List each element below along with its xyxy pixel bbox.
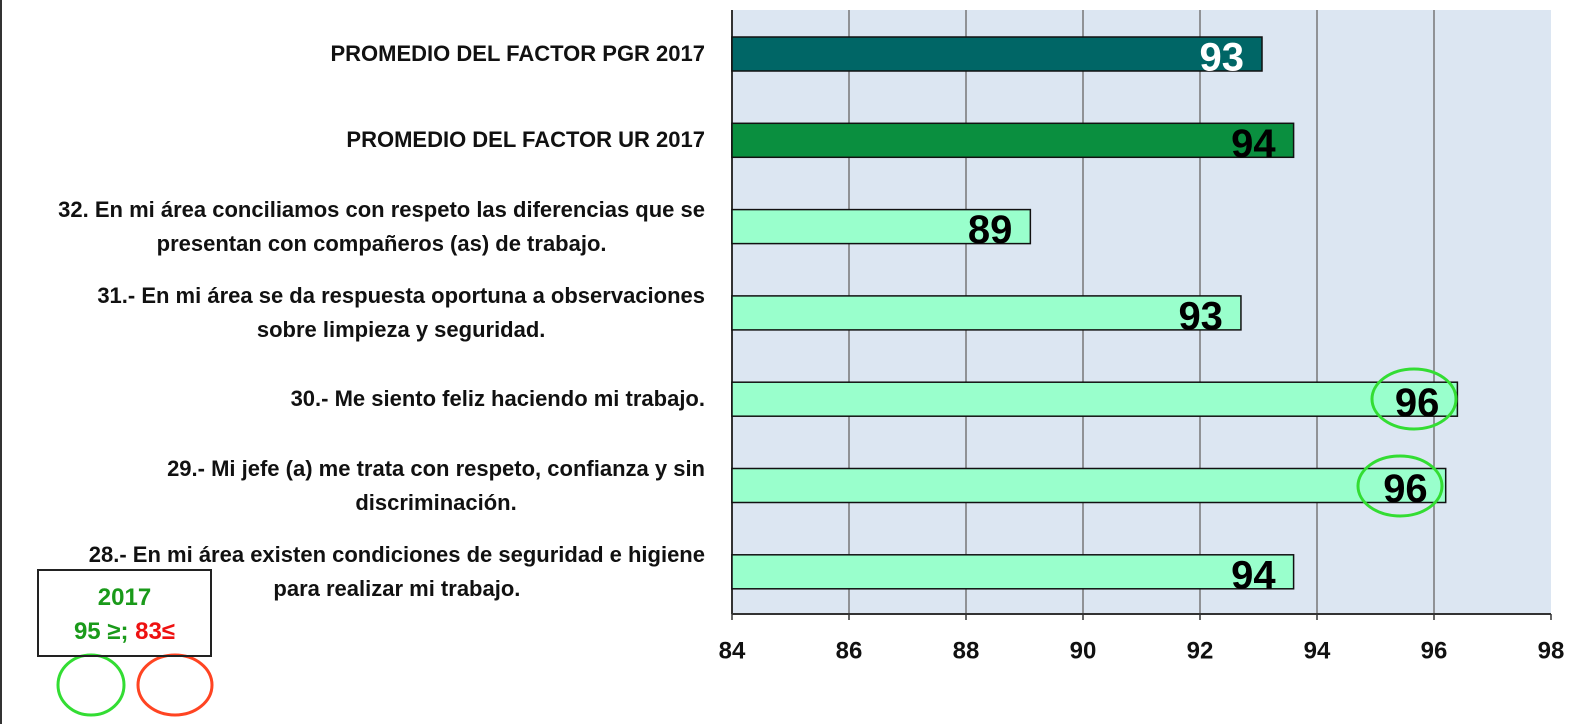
bar [731, 208, 1032, 245]
x-tick-label: 84 [719, 637, 746, 664]
x-tick-label: 86 [836, 637, 863, 664]
category-label: 29.- Mi jefe (a) me trata con respeto, c… [167, 455, 705, 515]
x-tick-label: 92 [1187, 637, 1214, 664]
bar [731, 554, 1295, 590]
legend: 2017 95 ≥; 83≤ [37, 569, 212, 657]
bar [731, 381, 1459, 417]
x-tick-label: 98 [1538, 637, 1565, 664]
bar [731, 467, 1447, 504]
legend-thresholds: 95 ≥; 83≤ [39, 615, 210, 649]
value-label: 94 [1231, 122, 1276, 166]
x-tick-label: 94 [1304, 637, 1331, 664]
category-label: 32. En mi área conciliamos con respeto l… [58, 196, 705, 256]
category-label: 30.- Me siento feliz haciendo mi trabajo… [290, 386, 705, 412]
category-label: 31.- En mi área se da respuesta oportuna… [97, 282, 705, 342]
x-tick-label: 90 [1070, 637, 1097, 664]
category-label: PROMEDIO DEL FACTOR PGR 2017 [330, 41, 706, 66]
highlight-circle [1370, 367, 1458, 431]
legend-year: 2017 [97, 584, 152, 611]
category-label: PROMEDIO DEL FACTOR UR 2017 [346, 127, 705, 153]
value-label: 93 [1200, 36, 1245, 80]
x-tick-label: 88 [953, 637, 980, 664]
bar [731, 36, 1263, 72]
legend-high: 95 ≥; [73, 618, 129, 645]
value-label: 96 [1383, 467, 1428, 511]
bar [731, 122, 1295, 159]
x-tick-label: 96 [1421, 637, 1448, 664]
value-label: 94 [1231, 553, 1276, 597]
green-marker [56, 653, 126, 717]
value-label: 93 [1178, 294, 1223, 338]
red-marker [136, 653, 214, 717]
legend-low: 83≤ [135, 618, 176, 645]
value-label: 96 [1395, 381, 1440, 425]
category-label: 28.- En mi área existen condiciones de s… [88, 541, 705, 601]
highlight-circle [1356, 454, 1444, 518]
bar [731, 295, 1242, 331]
value-label: 89 [968, 208, 1013, 252]
